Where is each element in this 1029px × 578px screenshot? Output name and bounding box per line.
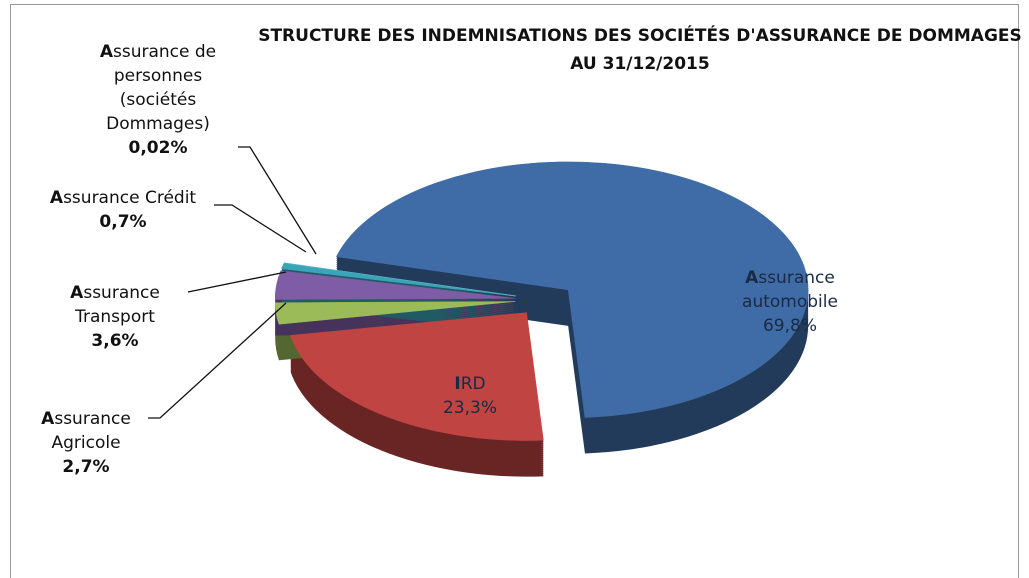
- slice: [335, 161, 809, 418]
- leader-line: [148, 302, 287, 419]
- category-label: Assurance automobile: [742, 268, 838, 312]
- slices: [274, 161, 809, 477]
- chart-title: STRUCTURE DES INDEMNISATIONS DES SOCIÉTÉ…: [258, 26, 1022, 74]
- slice: [283, 262, 517, 297]
- slice-label: Assurance Agricole 2,7%: [16, 407, 156, 479]
- slice: [274, 270, 516, 300]
- value-label: 3,6%: [91, 331, 139, 351]
- category-label: Assurance Transport: [70, 283, 160, 327]
- slice: [274, 301, 516, 325]
- slice-label: Assurance Crédit 0,7%: [23, 186, 223, 234]
- slice: [290, 312, 544, 441]
- category-label: Assurance de personnes (sociétés Dommage…: [99, 42, 217, 134]
- value-label: 69,8%: [762, 316, 817, 336]
- leader-lines: [148, 146, 317, 419]
- leader-line: [187, 271, 287, 293]
- leader-line: [238, 146, 317, 255]
- slice: [281, 262, 516, 297]
- category-label: IRD: [454, 374, 486, 394]
- value-label: 0,7%: [99, 212, 147, 232]
- chart-border: [10, 4, 1019, 578]
- slice-label: Assurance automobile 69,8%: [705, 266, 875, 338]
- value-label: 23,3%: [442, 398, 497, 418]
- category-label: Assurance Agricole: [41, 409, 131, 453]
- slice-label: Assurance de personnes (sociétés Dommage…: [83, 40, 233, 160]
- value-label: 2,7%: [62, 457, 110, 477]
- value-label: 0,02%: [128, 138, 188, 158]
- category-label: Assurance Crédit: [49, 188, 197, 208]
- leader-line: [214, 204, 307, 253]
- slice-label: IRD 23,3%: [410, 372, 530, 420]
- slice-label: Assurance Transport 3,6%: [40, 281, 190, 353]
